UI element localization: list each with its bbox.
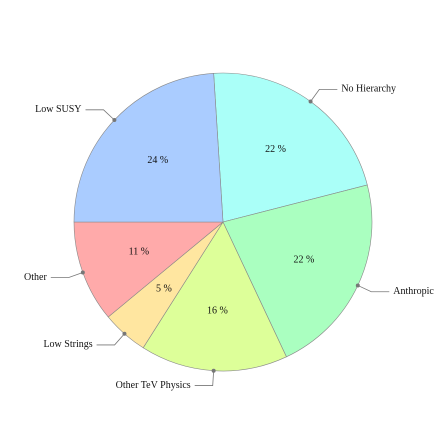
slice-value-label: 16 % [207,306,228,317]
leader-line [310,89,338,102]
leader-line [357,285,390,293]
leader-line [50,272,83,278]
pie-slice [73,72,224,223]
slice-value-label: 22 % [293,254,314,265]
slice-value-label: 5 % [156,283,172,294]
slice-value-label: 24 % [147,155,168,166]
slice-value-label: 22 % [265,144,286,155]
slice-category-label: Low SUSY [35,104,81,115]
leader-line [85,109,115,121]
slice-value-label: 11 % [129,247,149,258]
leader-line [194,370,215,386]
slice-category-label: Other TeV Physics [116,380,191,391]
slice-category-label: No Hierarchy [341,84,396,95]
slice-category-label: Other [24,272,47,283]
slice-category-label: Anthropic [393,286,434,297]
leader-line [96,333,125,346]
slice-category-label: Low Strings [43,339,92,350]
